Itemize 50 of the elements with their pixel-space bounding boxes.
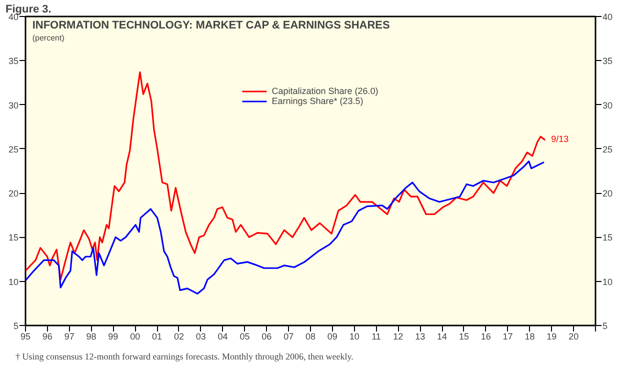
annotation: 9/13 (551, 134, 569, 144)
x-tick-label: 16 (480, 332, 491, 342)
legend-label: Earnings Share* (23.5) (272, 96, 364, 106)
x-tick-label: 17 (502, 332, 513, 342)
line-series (26, 71, 546, 280)
x-tick-label: 11 (372, 332, 381, 342)
x-tick-label: 01 (152, 332, 162, 342)
y2-tick-label: 40 (602, 12, 613, 22)
x-tick-label: 08 (305, 332, 316, 342)
legend-label: Capitalization Share (26.0) (272, 86, 378, 96)
x-tick-label: 10 (349, 332, 360, 342)
x-tick-label: 18 (524, 332, 535, 342)
y2-tick-label: 20 (602, 188, 613, 199)
y-tick-label: 5 (13, 321, 19, 331)
text: (percent) (32, 33, 65, 42)
x-tick-label: 15 (458, 332, 469, 342)
y2-tick-label: 30 (602, 100, 613, 110)
x-tick-label: 07 (284, 332, 294, 342)
x-tick-label: 14 (437, 332, 448, 342)
x-tick-label: 12 (393, 332, 404, 342)
x-tick-label: 02 (174, 332, 184, 342)
y-tick-label: 35 (8, 56, 19, 66)
y-tick-label: 25 (8, 144, 19, 154)
x-tick-label: 05 (240, 332, 250, 342)
x-tick-label: 96 (42, 332, 52, 342)
text: † Using consensus 12-month forward earnings forecasts. Monthly through 2006, then weekly. (16, 352, 354, 362)
y2-tick-label: 5 (602, 321, 608, 331)
x-tick-label: 95 (20, 332, 31, 342)
x-tick-label: 98 (86, 332, 96, 342)
y-tick-label: 20 (8, 188, 19, 199)
line-series (26, 160, 545, 295)
y2-tick-label: 10 (602, 276, 613, 287)
y2-tick-label: 35 (602, 56, 613, 66)
x-tick-label: 99 (108, 332, 118, 342)
x-tick-label: 06 (262, 332, 272, 342)
y2-tick-label: 25 (602, 144, 613, 154)
y-tick-label: 30 (8, 100, 19, 110)
x-tick-label: 04 (218, 332, 228, 342)
y-tick-label: 15 (8, 232, 19, 243)
caption: Figure 3. (6, 4, 52, 16)
chart-title: INFORMATION TECHNOLOGY: MARKET CAP & EARNINGS SHARES (32, 20, 390, 32)
x-tick-label: 19 (546, 332, 557, 342)
y-tick-label: 10 (8, 276, 19, 287)
y2-tick-label: 15 (602, 232, 613, 243)
x-tick-label: 97 (64, 332, 74, 342)
x-tick-label: 09 (327, 332, 338, 342)
x-tick-label: 00 (130, 332, 140, 342)
x-tick-label: 03 (196, 332, 206, 342)
x-tick-label: 13 (415, 332, 426, 342)
x-tick-label: 20 (568, 332, 579, 342)
